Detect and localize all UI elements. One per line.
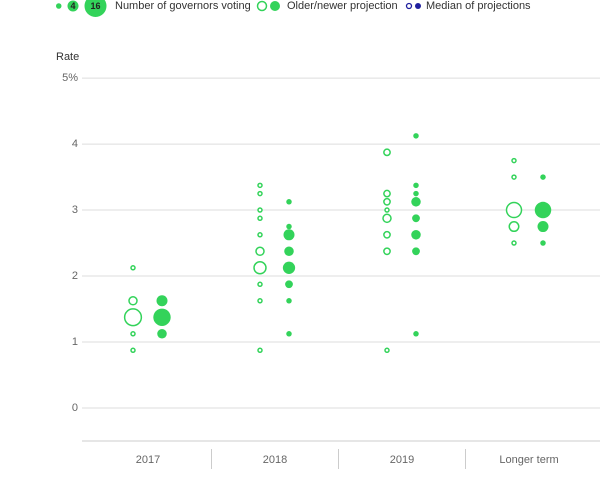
- newer-dot: [413, 133, 419, 139]
- newer-dot: [283, 229, 295, 241]
- older-dot: [123, 308, 143, 327]
- newer-dot: [413, 331, 419, 337]
- newer-dot: [286, 199, 292, 205]
- x-tick-label: 2018: [263, 454, 287, 466]
- older-dot: [383, 148, 391, 157]
- legend-median-label: Median of projections: [426, 0, 531, 12]
- x-tick-label: 2017: [136, 454, 160, 466]
- older-dot: [511, 240, 517, 246]
- older-dot: [384, 207, 390, 213]
- newer-dot: [534, 201, 552, 219]
- x-tick-label: 2019: [390, 454, 414, 466]
- older-dot: [257, 232, 263, 238]
- newer-dot: [282, 261, 296, 274]
- legend-newer: [270, 1, 280, 11]
- legend-projection-label: Older/newer projection: [287, 0, 398, 12]
- newer-dot: [411, 197, 421, 207]
- older-dot: [384, 347, 390, 354]
- older-dot: [383, 197, 391, 206]
- y-tick-label: 3: [72, 204, 78, 216]
- newer-dot: [286, 298, 292, 304]
- newer-dot: [286, 223, 292, 230]
- older-dot: [508, 221, 520, 233]
- older-dot: [383, 247, 391, 256]
- y-tick-label: 5%: [62, 72, 78, 84]
- newer-dot: [540, 240, 546, 246]
- y-tick-label: 4: [72, 138, 78, 150]
- older-dot: [511, 174, 517, 180]
- older-dot: [257, 347, 263, 354]
- legend-size-dot: [84, 0, 107, 17]
- newer-dot: [412, 247, 420, 256]
- newer-dot: [286, 331, 292, 337]
- older-dot: [257, 207, 263, 213]
- y-axis-label: Rate: [56, 51, 79, 63]
- older-dot: [505, 201, 523, 219]
- older-dot: [253, 261, 267, 275]
- legend-median-newer: [415, 3, 421, 9]
- newer-dot: [411, 230, 421, 240]
- legend-median-older: [405, 2, 413, 10]
- older-dot: [257, 298, 263, 304]
- newer-dot: [413, 182, 419, 189]
- older-dot: [383, 189, 391, 198]
- older-dot: [383, 230, 391, 239]
- legend-size-value: 16: [90, 1, 100, 11]
- older-dot: [511, 157, 517, 164]
- older-dot: [130, 347, 136, 354]
- newer-dot: [412, 214, 420, 223]
- x-tick-label: Longer term: [499, 454, 558, 466]
- y-tick-label: 0: [72, 402, 78, 414]
- older-dot: [257, 190, 263, 197]
- older-dot: [257, 281, 263, 288]
- newer-dot: [413, 190, 419, 197]
- legend-size-value: 4: [70, 1, 75, 11]
- y-tick-label: 1: [72, 336, 78, 348]
- newer-dot: [153, 308, 171, 326]
- older-dot: [382, 213, 392, 224]
- legend-size-dot: [67, 0, 79, 12]
- older-dot: [257, 182, 263, 189]
- newer-dot: [285, 280, 293, 289]
- y-tick-label: 2: [72, 270, 78, 282]
- newer-dot: [540, 174, 546, 180]
- newer-dot: [284, 246, 294, 257]
- legend-size-dot: [56, 3, 62, 9]
- older-dot: [128, 296, 138, 306]
- older-dot: [257, 215, 263, 222]
- older-dot: [255, 246, 265, 257]
- newer-dot: [156, 295, 168, 307]
- newer-dot: [157, 329, 167, 339]
- older-dot: [130, 265, 136, 271]
- legend-size-label: Number of governors voting: [115, 0, 251, 12]
- legend-older: [256, 0, 268, 12]
- newer-dot: [537, 221, 549, 233]
- older-dot: [130, 331, 136, 337]
